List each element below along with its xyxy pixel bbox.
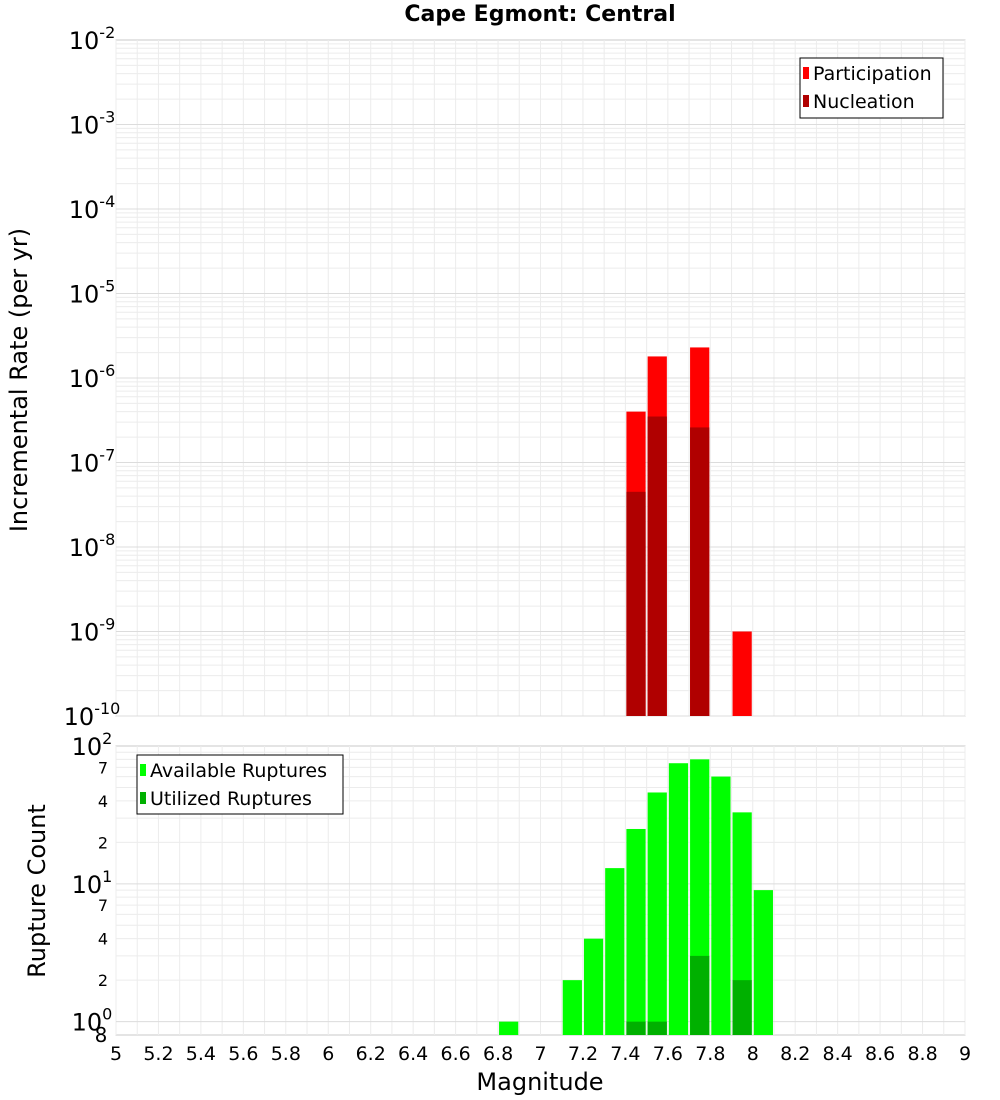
y-tick-label: 10-9 [69, 615, 116, 647]
bottom-y-bottom-label: 8 [95, 1023, 108, 1047]
available-ruptures-bar [668, 763, 689, 1035]
available-ruptures-bar [583, 938, 604, 1035]
legend-label-participation: Participation [813, 63, 932, 85]
bottom-y-axis-label: Rupture Count [23, 804, 51, 978]
y-tick-label: 10-10 [64, 699, 121, 731]
legend-label-available: Available Ruptures [150, 760, 327, 782]
x-tick-label: 7.4 [610, 1043, 640, 1065]
x-tick-label: 6.8 [483, 1043, 513, 1065]
top-legend-box [799, 57, 944, 119]
x-tick-label: 8.2 [780, 1043, 810, 1065]
top-grid [115, 40, 966, 717]
x-tick-label: 5.8 [271, 1043, 301, 1065]
utilized-ruptures-bar [626, 1021, 646, 1035]
x-tick-label: 7.6 [653, 1043, 683, 1065]
bottom-y-ticks: 100 101 102 2 4 7 2 4 7 [72, 729, 113, 1037]
bottom-bars [499, 759, 773, 1035]
x-tick-label: 6 [322, 1043, 334, 1065]
x-tick-label: 8.6 [865, 1043, 895, 1065]
y-minor-tick-label: 7 [98, 896, 108, 915]
legend-swatch-available [140, 764, 146, 776]
top-plot: 10-2 10-3 10-4 10-5 10-6 10-7 10-8 10-9 10-10 In… [5, 23, 966, 731]
x-tick-label: 8.8 [907, 1043, 937, 1065]
bottom-grid [115, 746, 966, 1035]
legend-swatch-utilized [140, 792, 146, 804]
y-minor-tick-label: 2 [98, 833, 108, 852]
y-tick-label: 10-2 [69, 23, 116, 55]
chart-title: Cape Egmont: Central [404, 2, 676, 27]
bottom-legend: Available Ruptures Utilized Ruptures [136, 754, 344, 815]
available-ruptures-bar [499, 1021, 519, 1035]
y-tick-label: 10-8 [69, 530, 116, 562]
utilized-ruptures-bar [690, 955, 710, 1035]
y-tick-label: 10-3 [69, 108, 116, 140]
x-ticks: 5 5.2 5.4 5.6 5.8 6 6.2 6.4 6.6 6.8 7 7.2 7.4 7.6 7.8 8… [110, 1043, 971, 1065]
participation-bar [732, 631, 752, 716]
nucleation-bar [690, 427, 710, 716]
x-tick-label: 6.2 [356, 1043, 386, 1065]
y-minor-tick-label: 4 [98, 792, 108, 811]
available-ruptures-bar [605, 868, 625, 1035]
utilized-ruptures-bar [732, 980, 752, 1035]
bottom-plot: 100 101 102 2 4 7 2 4 7 5 5.2 5.4 5.6 5.8 6 6.2 6.4 6.6 6… [23, 729, 971, 1096]
x-tick-label: 6.4 [398, 1043, 428, 1065]
available-ruptures-bar [647, 792, 667, 1035]
y-tick-label: 10-7 [69, 446, 116, 478]
x-tick-label: 5.4 [186, 1043, 216, 1065]
y-tick-label: 101 [72, 867, 113, 899]
y-tick-label: 10-6 [69, 361, 116, 393]
x-tick-label: 5.2 [143, 1043, 173, 1065]
y-tick-label: 102 [72, 729, 113, 761]
x-tick-label: 9 [959, 1043, 971, 1065]
nucleation-bar [647, 416, 667, 716]
x-axis-label: Magnitude [476, 1068, 603, 1096]
legend-label-nucleation: Nucleation [813, 91, 915, 113]
bottom-legend-box [136, 754, 344, 815]
available-ruptures-bar [711, 776, 731, 1035]
available-ruptures-bar [732, 812, 752, 1035]
x-tick-label: 7 [534, 1043, 546, 1065]
y-tick-label: 10-5 [69, 277, 116, 309]
y-tick-label: 100 [72, 1005, 113, 1037]
y-minor-tick-label: 2 [98, 971, 108, 990]
x-tick-label: 5 [110, 1043, 122, 1065]
top-legend: Participation Nucleation [799, 57, 944, 119]
top-y-axis-label: Incremental Rate (per yr) [5, 228, 33, 532]
y-tick-label: 10-4 [69, 192, 116, 224]
top-bars [626, 347, 752, 716]
x-tick-label: 8 [747, 1043, 759, 1065]
available-ruptures-bar [562, 980, 582, 1035]
x-tick-label: 7.2 [568, 1043, 598, 1065]
x-tick-label: 8.4 [823, 1043, 853, 1065]
x-tick-label: 7.8 [695, 1043, 725, 1065]
utilized-ruptures-bar [647, 1021, 667, 1035]
y-minor-tick-label: 7 [98, 758, 108, 777]
top-y-ticks: 10-2 10-3 10-4 10-5 10-6 10-7 10-8 10-9 10-10 [64, 23, 121, 731]
legend-label-utilized: Utilized Ruptures [150, 788, 312, 810]
available-ruptures-bar [753, 890, 773, 1035]
legend-swatch-participation [803, 67, 809, 79]
x-tick-label: 5.6 [228, 1043, 258, 1065]
available-ruptures-bar [626, 828, 646, 1035]
x-tick-label: 6.6 [440, 1043, 470, 1065]
y-minor-tick-label: 4 [98, 930, 108, 949]
nucleation-bar [626, 491, 646, 716]
legend-swatch-nucleation [803, 95, 809, 107]
